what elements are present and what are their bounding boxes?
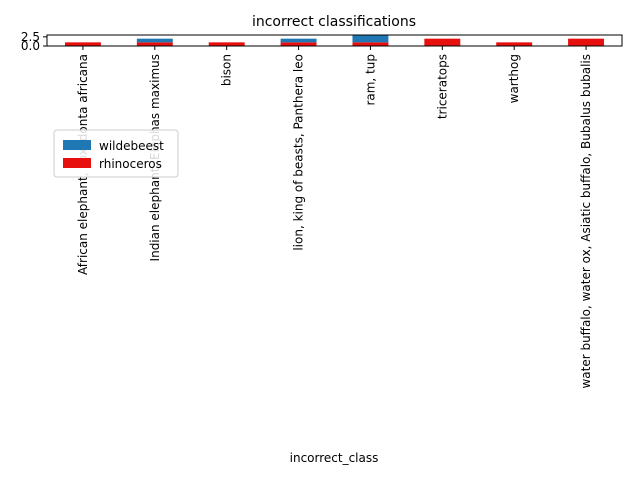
legend-swatch-wildebeest <box>63 140 91 150</box>
x-tick-label-7: water buffalo, water ox, Asiatic buffalo… <box>579 54 593 389</box>
x-tick-label-3: lion, king of beasts, Panthera leo <box>292 54 306 251</box>
x-tick-label-2: bison <box>220 54 234 86</box>
bar-rhinoceros-0 <box>64 42 101 46</box>
bar-wildebeest-3 <box>280 38 317 43</box>
bar-rhinoceros-2 <box>208 42 245 46</box>
y-tick-label-1: 2.5 <box>21 30 40 44</box>
bar-rhinoceros-6 <box>496 42 533 46</box>
bar-rhinoceros-4 <box>352 42 389 46</box>
bar-rhinoceros-5 <box>424 38 461 46</box>
x-axis-label: incorrect_class <box>290 451 379 465</box>
chart-title: incorrect classifications <box>252 14 416 30</box>
bar-wildebeest-4 <box>352 35 389 43</box>
legend-swatch-rhinoceros <box>63 158 91 168</box>
x-axis: African elephant, Loxodonta africanaIndi… <box>76 46 593 389</box>
x-tick-label-5: triceratops <box>435 54 449 119</box>
bar-rhinoceros-3 <box>280 42 317 46</box>
legend-label-wildebeest: wildebeest <box>99 139 164 153</box>
y-tick-label-0: 0.0 <box>21 39 40 53</box>
legend-label-rhinoceros: rhinoceros <box>99 157 162 171</box>
bar-wildebeest-1 <box>136 38 173 43</box>
bar-rhinoceros-7 <box>568 38 605 46</box>
x-tick-label-6: warthog <box>507 54 521 103</box>
legend: wildebeest rhinoceros <box>53 129 179 178</box>
y-axis: 0.02.5 <box>21 30 47 53</box>
bar-rhinoceros-1 <box>136 42 173 46</box>
plot-frame <box>46 34 623 47</box>
bars-group <box>64 35 605 46</box>
x-tick-label-4: ram, tup <box>363 54 377 106</box>
